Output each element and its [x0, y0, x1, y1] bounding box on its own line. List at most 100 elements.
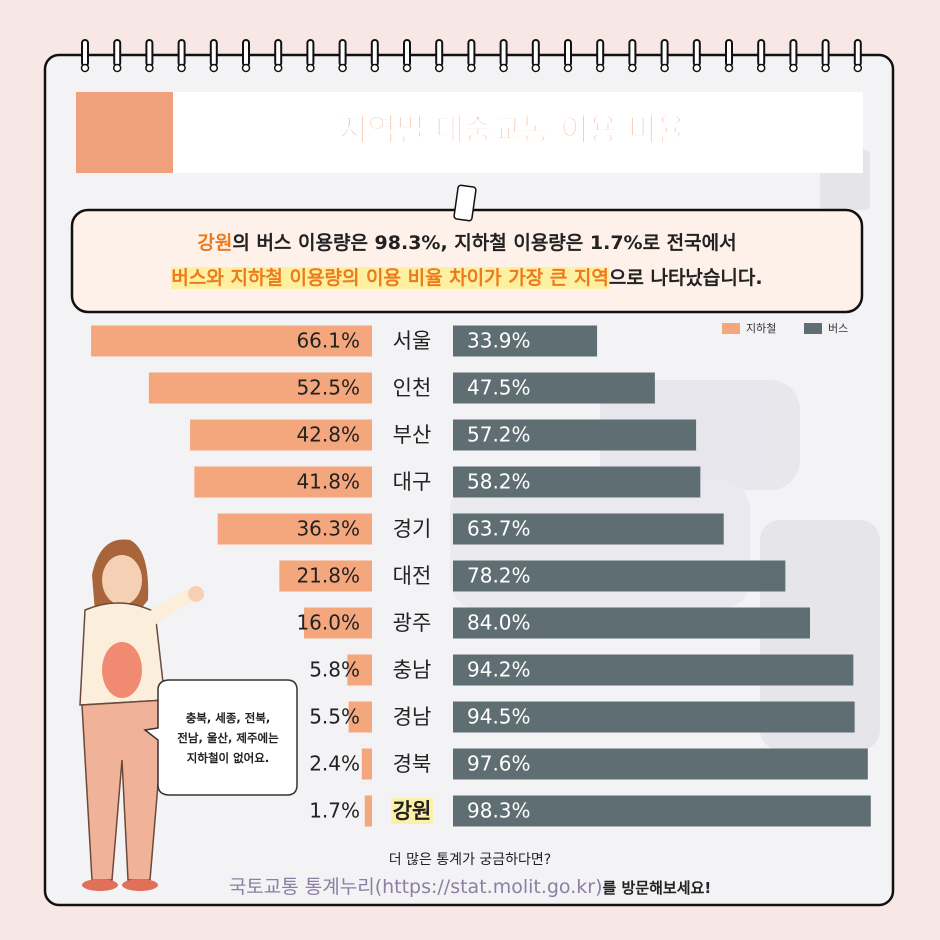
ring — [660, 39, 669, 67]
ring — [177, 39, 186, 67]
tape — [453, 184, 477, 222]
ring-hole — [80, 63, 90, 73]
ring — [628, 39, 637, 67]
value-label: 1.7% — [309, 799, 360, 823]
bar — [453, 466, 701, 498]
category-label: 부산 — [393, 423, 432, 447]
value-label: 57.2% — [467, 423, 531, 447]
ring-hole — [499, 63, 508, 73]
bar — [453, 795, 871, 827]
value-label: 94.5% — [467, 705, 531, 729]
category-label: 인천 — [393, 376, 432, 400]
value-label: 66.1% — [296, 329, 360, 353]
value-label: 98.3% — [467, 799, 531, 823]
value-label: 97.6% — [467, 752, 531, 776]
ring — [370, 39, 379, 67]
ring — [596, 39, 605, 67]
ring-hole — [595, 63, 605, 73]
legend-swatch — [804, 323, 822, 334]
ring-hole — [692, 63, 702, 73]
ring — [853, 39, 862, 67]
category-label: 강원 — [393, 799, 432, 823]
ring-hole — [273, 63, 283, 73]
ring — [242, 39, 250, 67]
plot: 서울 66.1% 33.9% 인천 52.5% 47.5% 부산 42.8% 57.2% 대구 41… — [91, 321, 871, 827]
value-label: 52.5% — [296, 376, 360, 400]
ring — [274, 39, 283, 67]
value-label: 33.9% — [467, 329, 531, 353]
value-label: 5.5% — [309, 705, 360, 729]
ring — [725, 39, 733, 67]
bar — [453, 560, 786, 592]
ring-hole — [628, 63, 637, 73]
bar — [453, 372, 655, 404]
category-highlight — [391, 798, 433, 824]
ring-hole — [145, 63, 154, 73]
ring-hole — [434, 63, 444, 73]
value-label: 21.8% — [296, 564, 360, 588]
ring-hole — [789, 63, 798, 73]
ring-hole — [853, 63, 863, 73]
ring-hole — [531, 63, 541, 73]
ring-hole — [370, 63, 380, 73]
bar — [194, 466, 372, 498]
bar — [453, 607, 810, 639]
category-label: 경남 — [393, 705, 432, 729]
ring — [338, 39, 347, 67]
category-label: 광주 — [393, 611, 432, 635]
value-label: 94.2% — [467, 658, 531, 682]
category-label: 대전 — [393, 564, 432, 588]
summary-line: 강원의 버스 이용량은 98.3%, 지하철 이용량은 1.7%로 전국에서 — [197, 226, 736, 261]
ring-hole — [563, 63, 573, 73]
note: 충북, 세종, 전북, 전남, 울산, 제주에는 지하철이 없어요. — [160, 708, 296, 768]
ring — [145, 39, 154, 67]
ring — [209, 39, 218, 67]
note-line: 충북, 세종, 전북, — [185, 711, 271, 725]
ring-hole — [306, 63, 315, 73]
ring-hole — [338, 63, 347, 73]
title-banner — [173, 92, 863, 173]
bar — [148, 372, 372, 404]
ring-hole — [821, 63, 830, 73]
ring-hole — [724, 63, 734, 73]
ring-hole — [756, 63, 766, 73]
legend-label: 버스 — [828, 322, 848, 335]
ring-hole — [177, 63, 186, 73]
speech-bubble — [143, 679, 298, 796]
bar — [453, 654, 854, 686]
value-label: 5.8% — [309, 658, 360, 682]
category-label: 경북 — [393, 752, 432, 776]
value-label: 47.5% — [467, 376, 531, 400]
footer-link[interactable]: 국토교통 통계누리(https://stat.molit.go.kr) — [228, 876, 603, 898]
bar — [279, 560, 372, 592]
summary-line: 버스와 지하철 이용량의 이용 비율 차이가 가장 큰 지역으로 나타났습니다. — [171, 261, 763, 296]
ring — [113, 39, 122, 67]
bar — [364, 795, 372, 827]
summary-text: 으로 나타났습니다. — [608, 267, 763, 289]
footer-suffix: 를 방문해보세요! — [602, 879, 712, 897]
ring — [531, 39, 540, 67]
category-label: 대구 — [393, 470, 432, 494]
ring — [81, 39, 89, 67]
bar — [361, 748, 372, 780]
value-label: 2.4% — [309, 752, 360, 776]
bar — [453, 748, 868, 780]
bar — [347, 654, 372, 686]
ring-hole — [241, 63, 251, 73]
value-label: 78.2% — [467, 564, 531, 588]
summary-text: 의 버스 이용량은 98.3%, 지하철 이용량은 1.7%로 전국에서 — [232, 232, 737, 254]
ring — [821, 39, 830, 67]
ring — [306, 39, 315, 67]
bar — [190, 419, 372, 451]
title-block — [76, 92, 173, 173]
bar — [91, 325, 372, 357]
summary-highlight: 버스와 지하철 이용량의 이용 비율 차이가 가장 큰 지역 — [171, 267, 609, 289]
legend-label: 지하철 — [746, 321, 776, 335]
bar — [453, 513, 724, 545]
ring — [435, 39, 444, 67]
bar — [304, 607, 372, 639]
value-label: 42.8% — [296, 423, 360, 447]
ring — [467, 39, 476, 67]
ring — [789, 39, 798, 67]
value-label: 84.0% — [467, 611, 531, 635]
